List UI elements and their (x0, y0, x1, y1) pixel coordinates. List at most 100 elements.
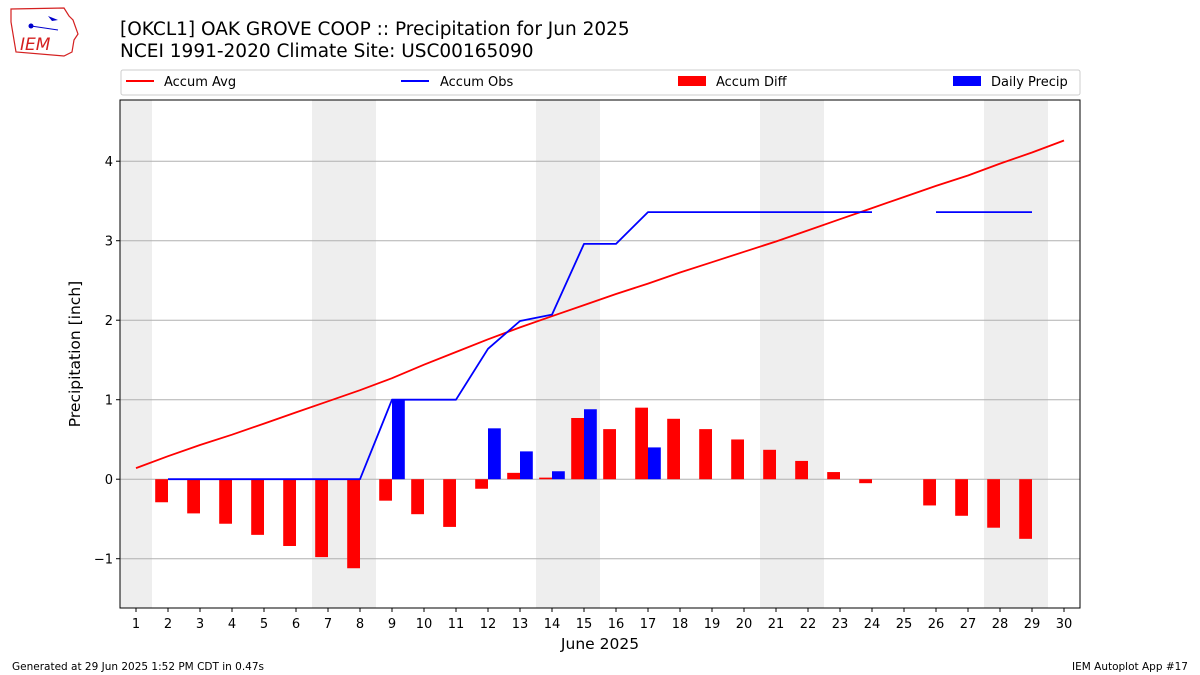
chart-title: [OKCL1] OAK GROVE COOP :: Precipitation … (120, 19, 630, 40)
accum-diff-bar (1019, 479, 1032, 539)
accum-diff-bar (827, 472, 840, 480)
accum-diff-bar (667, 418, 680, 480)
legend-frame (120, 69, 1081, 96)
accum-obs-line (168, 211, 1032, 481)
x-tick-label: 20 (736, 617, 753, 632)
footer-app-text: IEM Autoplot App #17 (1072, 661, 1188, 673)
accum-diff-bar (955, 479, 968, 516)
daily-precip-bar (488, 428, 501, 480)
x-tick-label: 9 (388, 617, 396, 632)
x-tick-label: 17 (640, 617, 657, 632)
x-tick-label: 27 (960, 617, 977, 632)
lines (135, 139, 1065, 481)
x-tick-label: 18 (672, 617, 689, 632)
y-tick-label: 0 (105, 473, 113, 488)
x-tick-label: 5 (260, 617, 268, 632)
y-tick-label: 4 (105, 155, 113, 170)
iowa-outline-icon (10, 7, 79, 57)
x-tick-label: 11 (448, 617, 465, 632)
accum-diff-bar (731, 439, 744, 480)
x-tick-label: 21 (768, 617, 785, 632)
weekend-shade-band (536, 100, 600, 608)
daily-precip-bar (392, 399, 405, 480)
x-tick-label: 24 (864, 617, 881, 632)
legend-label-diff: Accum Diff (716, 75, 788, 90)
plot-area-frame (119, 99, 1081, 609)
x-tick-label: 13 (512, 617, 529, 632)
accum-diff-bar (475, 479, 488, 489)
wind-barb-icon (48, 16, 58, 21)
x-tick-label: 6 (292, 617, 300, 632)
weekend-shade-band (760, 100, 824, 608)
accum-diff-bar (699, 429, 712, 480)
weekend-shade-band (984, 100, 1048, 608)
y-tick-label: −1 (94, 553, 113, 568)
legend-label-daily: Daily Precip (991, 75, 1068, 90)
x-tick-label: 2 (164, 617, 172, 632)
y-tick-label: 3 (105, 235, 113, 250)
x-tick-label: 10 (416, 617, 433, 632)
x-tick-label: 7 (324, 617, 332, 632)
x-tick-label: 22 (800, 617, 817, 632)
accum-diff-bar (379, 479, 392, 501)
accum-diff-bar (635, 407, 648, 480)
y-tick-label: 2 (105, 314, 113, 329)
accum-diff-bar (283, 479, 296, 546)
y-axis-label: Precipitation [inch] (66, 281, 84, 427)
accum-diff-bar (603, 429, 616, 480)
accum-avg-line (135, 139, 1065, 469)
accum-diff-bar (795, 460, 808, 480)
accum-diff-bar (187, 479, 200, 514)
accum-diff-bar (859, 479, 872, 484)
x-tick-label: 30 (1056, 617, 1073, 632)
logo-text: IEM (20, 35, 51, 55)
weekend-shade-band (120, 100, 152, 608)
x-tick-label: 12 (480, 617, 497, 632)
accum-diff-bar (507, 472, 520, 480)
accum-diff-bar (315, 479, 328, 558)
accum-diff-bar (347, 479, 360, 569)
legend: Accum Avg Accum Obs Accum Diff Daily Pre… (120, 69, 1081, 96)
x-tick-label: 25 (896, 617, 913, 632)
legend-label-obs: Accum Obs (440, 75, 513, 90)
x-tick-label: 29 (1024, 617, 1041, 632)
daily-precip-bar (552, 471, 565, 480)
accum-diff-bar (411, 479, 424, 515)
accum-diff-bar (155, 479, 168, 503)
y-tick-label: 1 (105, 394, 113, 409)
x-tick-label: 16 (608, 617, 625, 632)
iem-logo: IEM (10, 7, 79, 57)
accum-diff-bar (539, 477, 552, 480)
gridlines (120, 160, 1080, 560)
legend-swatch-diff (678, 76, 706, 86)
x-axis-ticks: 1 2 3 4 5 6 7 8 9 10 11 12 13 14 15 16 17 18 19 20 21 22 23 24 2… (132, 608, 1072, 632)
accum-diff-bar (923, 479, 936, 506)
daily-precip-bar (584, 409, 597, 480)
x-tick-label: 8 (356, 617, 364, 632)
x-tick-label: 3 (196, 617, 204, 632)
x-tick-label: 15 (576, 617, 593, 632)
footer-generated-text: Generated at 29 Jun 2025 1:52 PM CDT in … (12, 661, 264, 673)
accum-diff-bar (219, 479, 232, 524)
y-axis-ticks: −1 0 1 2 3 4 (94, 155, 120, 568)
x-tick-label: 28 (992, 617, 1009, 632)
x-axis-label: June 2025 (560, 635, 639, 653)
x-tick-label: 14 (544, 617, 561, 632)
accum-diff-bar (251, 479, 264, 535)
bars (155, 399, 1032, 569)
x-tick-label: 23 (832, 617, 849, 632)
accum-diff-bar (987, 479, 1000, 528)
accum-diff-bar (763, 449, 776, 480)
x-tick-label: 1 (132, 617, 140, 632)
legend-swatch-daily (953, 76, 981, 86)
legend-label-avg: Accum Avg (164, 75, 236, 90)
chart-subtitle: NCEI 1991-2020 Climate Site: USC00165090 (120, 41, 534, 62)
daily-precip-bar (520, 451, 533, 480)
x-tick-label: 19 (704, 617, 721, 632)
x-tick-label: 4 (228, 617, 236, 632)
x-tick-label: 26 (928, 617, 945, 632)
accum-diff-bar (571, 417, 584, 480)
accum-diff-bar (443, 479, 456, 527)
daily-precip-bar (648, 447, 661, 480)
